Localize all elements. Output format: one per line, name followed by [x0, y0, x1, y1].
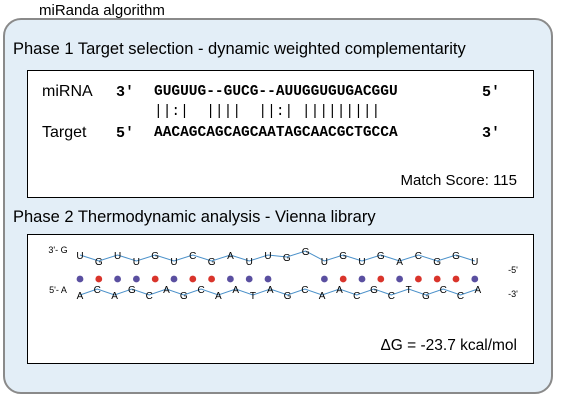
bottom-base-22: C [457, 291, 464, 302]
bottom-base-16: C [353, 291, 360, 302]
base-pair-dot-15 [358, 275, 366, 283]
target-label: Target [42, 124, 87, 141]
top-base-13: U [321, 257, 328, 268]
mirna-sequence: GUGUUG--GUCG--AUUGGUGUGACGGU [154, 84, 398, 100]
bottom-base-4: C [146, 291, 153, 302]
target-3prime-end: 3' [482, 125, 501, 142]
base-pair-dot-0 [76, 275, 84, 283]
bottom-base-20: G [422, 291, 430, 302]
bottom-base-21: C [440, 285, 447, 296]
bottom-base-6: G [180, 291, 188, 302]
base-pair-dot-1 [95, 275, 103, 283]
mirna-label: miRNA [42, 83, 93, 100]
top-base-18: C [415, 251, 422, 262]
bottom-base-1: C [94, 285, 101, 296]
top-base-5: U [170, 257, 177, 268]
match-score: Match Score: 115 [400, 172, 517, 189]
base-pair-dot-18 [415, 275, 422, 283]
bottom-backbone-line [79, 288, 478, 296]
target-sequence: AACAGCAGCAGCAATAGCAACGCTGCCA [154, 125, 398, 141]
top-right-end-label: -5' [508, 265, 518, 275]
top-base-1: G [95, 257, 103, 268]
bottom-base-10: T [250, 291, 256, 302]
top-base-12: G [302, 247, 310, 258]
base-pair-dot-9 [245, 275, 253, 283]
top-base-6: C [189, 251, 196, 262]
bottom-right-end-label: -3' [508, 289, 518, 299]
algorithm-panel: Phase 1 Target selection - dynamic weigh… [3, 18, 553, 394]
bottom-base-19: T [406, 285, 412, 296]
alignment-box: miRNA 3' GUGUUG--GUCG--AUUGGUGUGACGGU 5'… [27, 70, 534, 198]
base-pair-dot-7 [208, 275, 216, 283]
top-base-16: G [377, 251, 385, 262]
bottom-base-8: A [215, 291, 222, 302]
top-base-7: G [208, 257, 216, 268]
bottom-base-17: G [370, 285, 378, 296]
base-pair-dot-13 [321, 275, 328, 283]
top-base-8: A [227, 251, 234, 262]
diagram-title: miRanda algorithm [39, 2, 165, 19]
base-pair-dot-19 [433, 275, 441, 283]
base-pair-dot-3 [133, 275, 140, 283]
bottom-base-0: A [77, 291, 84, 302]
mirna-3prime-end: 3' [116, 84, 135, 101]
bottom-base-15: A [336, 285, 343, 296]
base-pair-dot-16 [377, 275, 385, 283]
top-base-15: U [358, 257, 365, 268]
base-pair-dot-8 [227, 275, 234, 283]
delta-g-value: ΔG = -23.7 kcal/mol [380, 337, 517, 354]
top-base-4: G [151, 251, 159, 262]
top-base-10: U [264, 251, 271, 262]
top-base-0: U [76, 251, 83, 262]
base-pair-dot-5 [170, 275, 178, 283]
base-pair-dot-14 [339, 275, 347, 283]
bottom-base-7: C [197, 285, 204, 296]
bottom-base-12: G [284, 291, 292, 302]
top-base-14: G [339, 251, 347, 262]
bottom-left-end-label: 5'- A [49, 285, 67, 295]
bottom-base-5: A [163, 285, 170, 296]
top-base-19: G [433, 257, 441, 268]
top-base-9: U [246, 257, 253, 268]
bottom-base-18: C [388, 291, 395, 302]
bottom-base-9: A [232, 285, 239, 296]
top-backbone-line [79, 250, 475, 262]
base-pair-dot-21 [471, 275, 479, 283]
bottom-base-2: A [111, 291, 118, 302]
bottom-base-23: A [474, 285, 481, 296]
mirna-5prime-end: 5' [482, 84, 501, 101]
top-base-20: G [452, 251, 460, 262]
base-pair-dot-10 [264, 275, 272, 283]
pairing-bars: ||:| |||| ||:| ||||||||| [154, 104, 381, 120]
phase2-title: Phase 2 Thermodynamic analysis - Vienna … [13, 208, 376, 226]
top-base-11: G [283, 253, 291, 264]
base-pair-dot-17 [396, 275, 403, 283]
top-base-17: A [396, 257, 403, 268]
top-base-21: U [471, 257, 478, 268]
bottom-base-11: A [267, 285, 274, 296]
top-base-3: U [133, 257, 140, 268]
bottom-base-13: C [301, 285, 308, 296]
base-pair-dot-20 [452, 275, 460, 283]
base-pair-dot-2 [114, 275, 121, 283]
base-pair-dot-4 [151, 275, 159, 283]
base-pair-dot-6 [189, 275, 197, 283]
top-base-2: U [114, 251, 121, 262]
phase1-title: Phase 1 Target selection - dynamic weigh… [13, 40, 466, 58]
top-left-end-label: 3'- G [48, 245, 67, 255]
bottom-base-3: G [128, 285, 136, 296]
target-5prime-end: 5' [116, 125, 135, 142]
bottom-base-14: A [319, 291, 326, 302]
